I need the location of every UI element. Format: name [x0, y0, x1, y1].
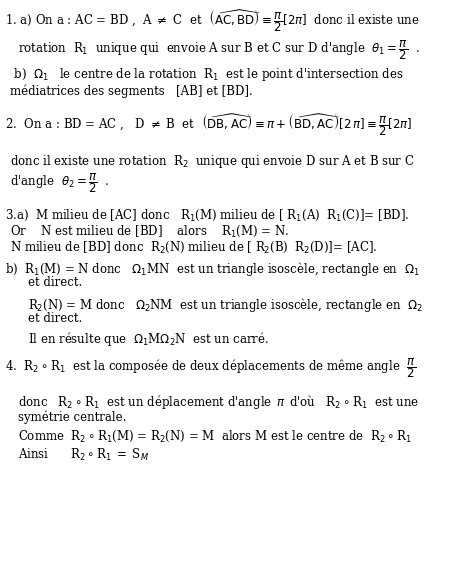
Text: 1. a) On a : AC = BD ,  A $\neq$ C  et  $\left(\widehat{\mathrm{AC,BD}}\right)\e: 1. a) On a : AC = BD , A $\neq$ C et $\l… — [5, 8, 420, 34]
Text: donc il existe une rotation  R$_2$  unique qui envoie D sur A et B sur C: donc il existe une rotation R$_2$ unique… — [10, 153, 414, 170]
Text: médiatrices des segments   [AB] et [BD].: médiatrices des segments [AB] et [BD]. — [10, 84, 253, 97]
Text: Comme  R$_2\circ$R$_1$(M) = R$_2$(N) = M  alors M est le centre de  R$_2\circ$R$: Comme R$_2\circ$R$_1$(M) = R$_2$(N) = M … — [18, 429, 412, 444]
Text: d'angle  $\theta_2=\dfrac{\pi}{2}$  .: d'angle $\theta_2=\dfrac{\pi}{2}$ . — [10, 171, 109, 195]
Text: rotation  R$_1$  unique qui  envoie A sur B et C sur D d'angle  $\theta_1=\dfrac: rotation R$_1$ unique qui envoie A sur B… — [18, 38, 420, 62]
Text: Or    N est milieu de [BD]    alors    R$_1$(M) = N.: Or N est milieu de [BD] alors R$_1$(M) =… — [10, 224, 289, 239]
Text: N milieu de [BD] donc  R$_2$(N) milieu de [ R$_2$(B)  R$_2$(D)]= [AC].: N milieu de [BD] donc R$_2$(N) milieu de… — [10, 240, 377, 255]
Text: Il en résulte que  $\Omega_1$M$\Omega_2$N  est un carré.: Il en résulte que $\Omega_1$M$\Omega_2$N… — [28, 330, 269, 348]
Text: b)  $\Omega_1$   le centre de la rotation  R$_1$  est le point d'intersection de: b) $\Omega_1$ le centre de la rotation R… — [10, 66, 403, 83]
Text: symétrie centrale.: symétrie centrale. — [18, 411, 126, 424]
Text: 2.  On a : BD = AC ,   D $\neq$ B  et  $\left(\widehat{\mathrm{DB,AC}}\right)\eq: 2. On a : BD = AC , D $\neq$ B et $\left… — [5, 112, 413, 138]
Text: et direct.: et direct. — [28, 276, 82, 289]
Text: b)  R$_1$(M) = N donc   $\Omega_1$MN  est un triangle isoscèle, rectangle en  $\: b) R$_1$(M) = N donc $\Omega_1$MN est un… — [5, 260, 419, 278]
Text: 4.  R$_2\circ$R$_1$  est la composée de deux déplacements de même angle  $\dfrac: 4. R$_2\circ$R$_1$ est la composée de de… — [5, 356, 416, 380]
Text: donc   R$_2\circ$R$_1$  est un déplacement d'angle $\,\pi\,$ d'où   R$_2\circ$R$: donc R$_2\circ$R$_1$ est un déplacement … — [18, 393, 419, 411]
Text: Ainsi      R$_2\circ$R$_1\;=\;$S$_M$: Ainsi R$_2\circ$R$_1\;=\;$S$_M$ — [18, 447, 149, 463]
Text: et direct.: et direct. — [28, 312, 82, 325]
Text: R$_2$(N) = M donc   $\Omega_2$NM  est un triangle isoscèle, rectangle en  $\Omeg: R$_2$(N) = M donc $\Omega_2$NM est un tr… — [28, 296, 423, 314]
Text: 3.a)  M milieu de [AC] donc   R$_1$(M) milieu de [ R$_1$(A)  R$_1$(C)]= [BD].: 3.a) M milieu de [AC] donc R$_1$(M) mili… — [5, 208, 409, 223]
